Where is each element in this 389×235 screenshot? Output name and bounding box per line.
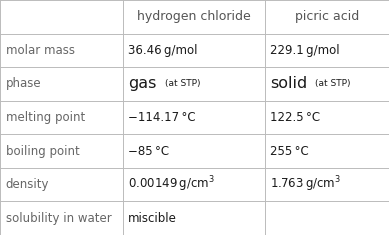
Text: −85 °C: −85 °C [128,145,170,158]
Text: gas: gas [128,76,157,91]
Text: 122.5 °C: 122.5 °C [270,111,321,124]
Text: molar mass: molar mass [6,44,75,57]
Text: solubility in water: solubility in water [6,212,112,225]
Text: −114.17 °C: −114.17 °C [128,111,196,124]
Text: 36.46 g/mol: 36.46 g/mol [128,44,198,57]
Text: melting point: melting point [6,111,85,124]
Text: boiling point: boiling point [6,145,80,158]
Text: miscible: miscible [128,212,177,225]
Text: (at STP): (at STP) [315,79,350,88]
Text: 1.763 g/cm$^3$: 1.763 g/cm$^3$ [270,175,342,194]
Text: solid: solid [270,76,308,91]
Text: 255 °C: 255 °C [270,145,309,158]
Text: phase: phase [6,77,42,90]
Text: picric acid: picric acid [294,10,359,23]
Text: 229.1 g/mol: 229.1 g/mol [270,44,340,57]
Text: density: density [6,178,49,191]
Text: hydrogen chloride: hydrogen chloride [137,10,251,23]
Text: 0.00149 g/cm$^3$: 0.00149 g/cm$^3$ [128,175,215,194]
Text: (at STP): (at STP) [165,79,201,88]
